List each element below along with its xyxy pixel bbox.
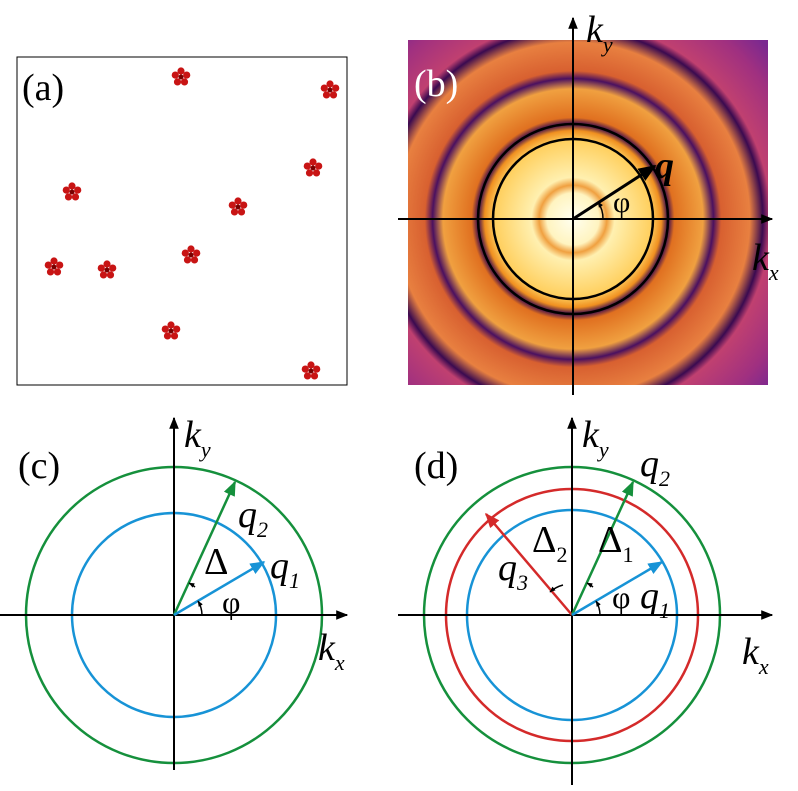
kx-label: kx bbox=[752, 237, 779, 285]
delta1-label: Δ1 bbox=[598, 519, 633, 567]
delta-label: Δ bbox=[204, 541, 228, 583]
q1-vector bbox=[571, 560, 664, 617]
frame bbox=[16, 56, 348, 386]
sub: 2 bbox=[659, 466, 670, 491]
main: k bbox=[184, 414, 202, 456]
q2-label: q2 bbox=[238, 494, 268, 542]
diffraction-image bbox=[408, 40, 768, 385]
ky-label: ky bbox=[586, 9, 613, 57]
sub: 2 bbox=[257, 517, 268, 542]
main: k bbox=[586, 9, 604, 51]
main: q bbox=[498, 547, 517, 589]
phi-label: φ bbox=[222, 584, 240, 620]
sub: x bbox=[758, 654, 769, 679]
phi-label: φ bbox=[612, 579, 630, 615]
panel-label: (c) bbox=[18, 445, 60, 487]
main: k bbox=[752, 237, 770, 279]
main: q bbox=[238, 494, 257, 536]
q-vector bbox=[572, 164, 657, 221]
angle-arc bbox=[597, 201, 604, 220]
q3-label: q3 bbox=[498, 547, 528, 595]
phi-label: φ bbox=[613, 186, 630, 219]
q2-vector bbox=[570, 480, 635, 616]
main: q bbox=[640, 575, 659, 617]
sub: y bbox=[597, 437, 609, 462]
panel-c: (c) ky kx q2 q1 Δ φ bbox=[0, 414, 349, 770]
main: q bbox=[640, 443, 659, 485]
kx-label: kx bbox=[742, 631, 769, 679]
sub: 2 bbox=[556, 542, 567, 567]
q-label: q bbox=[655, 145, 674, 187]
panel-b: (b) ky kx q φ bbox=[398, 9, 779, 395]
q1-label: q1 bbox=[270, 545, 300, 593]
q3-vector bbox=[485, 512, 573, 616]
kx-label: kx bbox=[318, 627, 345, 675]
q2-label: q2 bbox=[640, 443, 670, 491]
q1-label: q1 bbox=[640, 575, 670, 623]
main: k bbox=[742, 631, 760, 673]
sub: 1 bbox=[289, 568, 300, 593]
angle-arc bbox=[188, 582, 196, 588]
main: k bbox=[318, 627, 336, 669]
sub: 1 bbox=[622, 542, 633, 567]
main: q bbox=[270, 545, 289, 587]
sub: y bbox=[199, 437, 211, 462]
angle-arc bbox=[197, 600, 203, 616]
sub: 3 bbox=[516, 570, 528, 595]
sub: y bbox=[601, 32, 613, 57]
q1-vector bbox=[173, 560, 266, 617]
panel-a: (a) bbox=[16, 56, 348, 386]
sub: x bbox=[334, 650, 345, 675]
sub: 1 bbox=[659, 598, 670, 623]
delta2-label: Δ2 bbox=[532, 519, 567, 567]
angle-arc bbox=[595, 600, 601, 616]
main: Δ bbox=[598, 519, 622, 561]
main: Δ bbox=[532, 519, 556, 561]
q2-vector bbox=[172, 480, 237, 616]
panel-d: (d) ky kx q2 q1 q3 Δ2 Δ1 φ bbox=[398, 414, 774, 785]
panel-label: (b) bbox=[414, 63, 458, 105]
main: k bbox=[582, 414, 600, 456]
panel-label: (d) bbox=[414, 445, 458, 487]
ky-label: ky bbox=[184, 414, 211, 462]
ky-label: ky bbox=[582, 414, 609, 462]
angle-arc bbox=[586, 582, 594, 588]
panel-label: (a) bbox=[22, 67, 64, 109]
angle-arc bbox=[549, 584, 564, 593]
sub: x bbox=[768, 260, 779, 285]
